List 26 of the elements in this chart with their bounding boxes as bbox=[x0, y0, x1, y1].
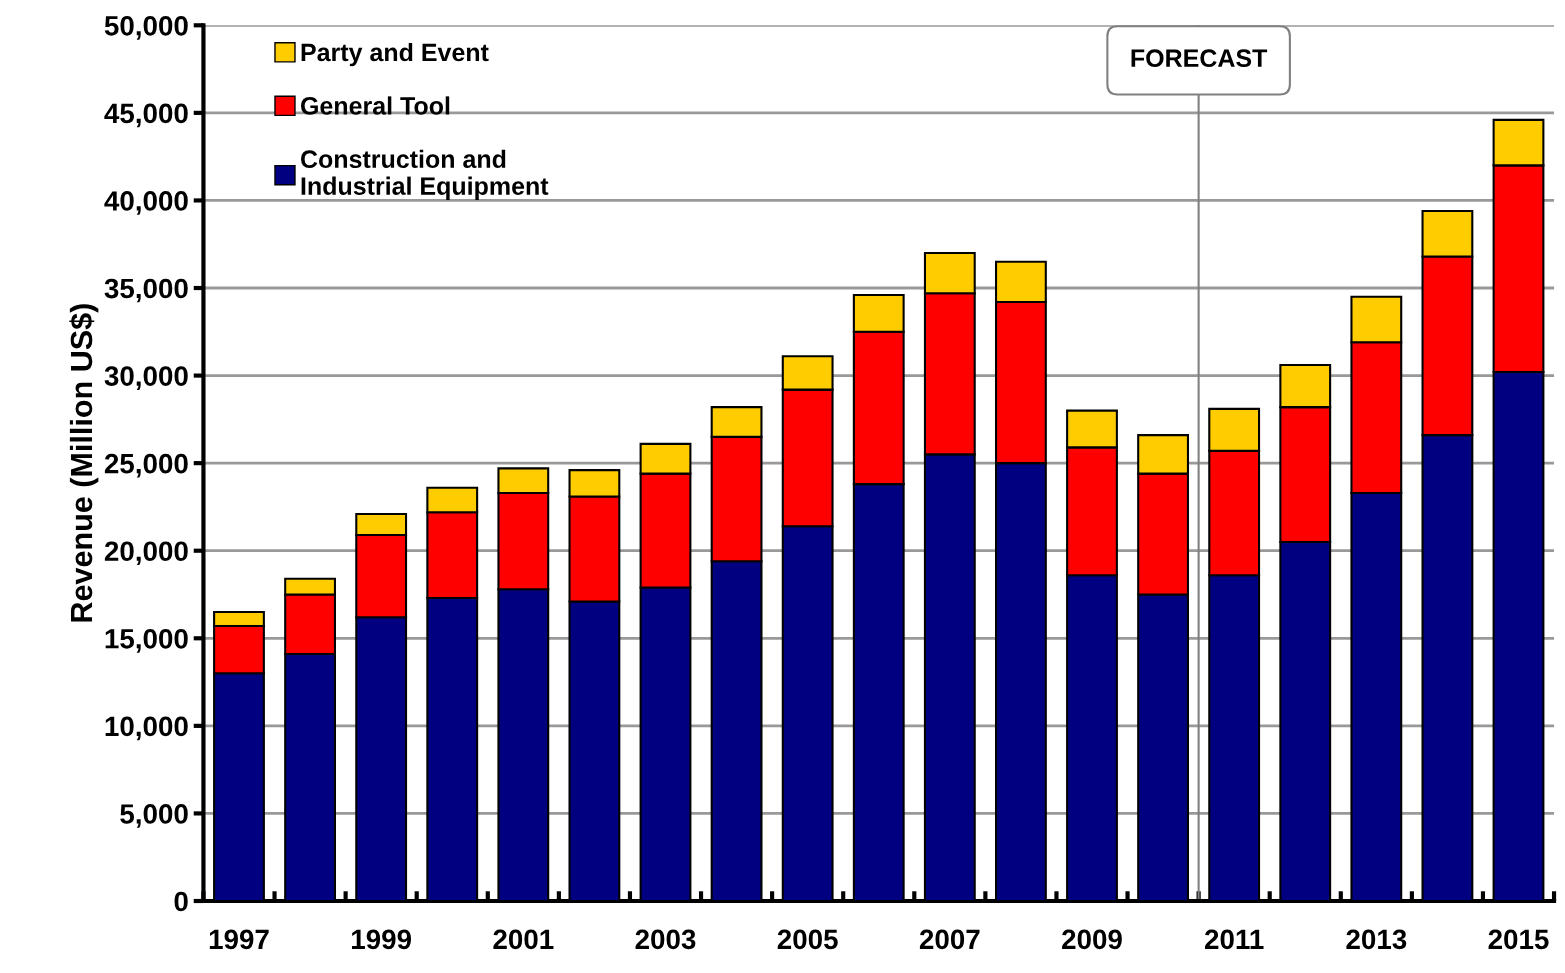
legend-label: Party and Event bbox=[301, 42, 489, 67]
legend-label: General Tool bbox=[301, 96, 450, 115]
y-tick-label: 25,000 bbox=[104, 453, 188, 478]
y-tick-label: 35,000 bbox=[104, 278, 188, 303]
y-tick-label: 15,000 bbox=[105, 628, 188, 653]
x-tick-label: 2003 bbox=[635, 929, 696, 950]
y-tick-label: 5,000 bbox=[120, 804, 188, 828]
y-axis-title: Revenue (Million US$) bbox=[69, 304, 99, 622]
legend-label: Construction and Industrial Equipment bbox=[301, 149, 549, 200]
x-tick-label: 1997 bbox=[209, 929, 269, 950]
x-tick-label: 2009 bbox=[1062, 929, 1122, 950]
y-tick-label: 50,000 bbox=[104, 15, 188, 40]
ref-line-label: FORECAST bbox=[1131, 49, 1268, 68]
x-tick-label: 2001 bbox=[493, 929, 554, 950]
x-tick-label: 2011 bbox=[1205, 929, 1264, 950]
x-tick-label: 2013 bbox=[1346, 929, 1407, 950]
y-tick-label: 0 bbox=[174, 891, 188, 912]
x-tick-label: 1999 bbox=[352, 929, 412, 950]
x-tick-label: 2015 bbox=[1488, 929, 1549, 950]
y-tick-label: 20,000 bbox=[104, 541, 188, 566]
x-tick-label: 2007 bbox=[919, 929, 980, 950]
y-tick-label: 10,000 bbox=[105, 716, 188, 741]
y-tick-label: 45,000 bbox=[104, 103, 188, 128]
y-tick-label: 40,000 bbox=[104, 191, 188, 215]
y-tick-label: 30,000 bbox=[104, 366, 188, 390]
x-tick-label: 2005 bbox=[777, 929, 838, 950]
